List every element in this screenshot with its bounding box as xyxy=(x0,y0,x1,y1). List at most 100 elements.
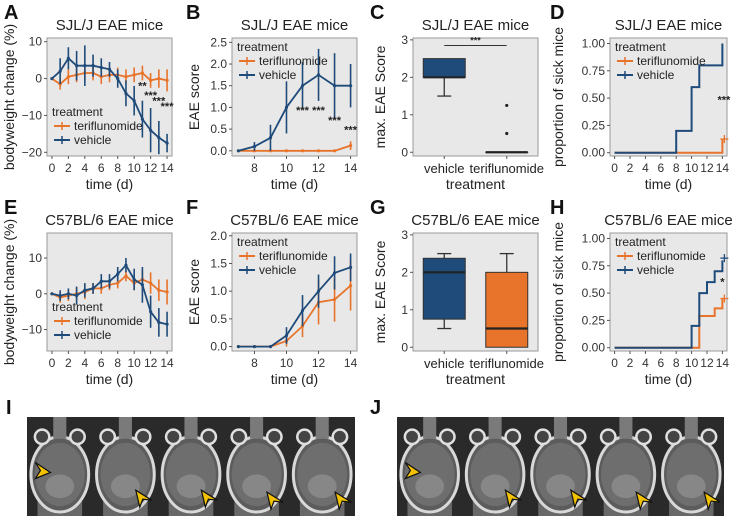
data-point-vehicle xyxy=(165,141,169,145)
series-line-teriflunomide xyxy=(238,144,351,152)
chart-panel-g: C57BL/6 EAE mice treatment max. EAE Score 0… xyxy=(365,195,545,390)
y-tick-label: 0 xyxy=(401,145,408,159)
data-point-teriflunomide xyxy=(348,284,353,288)
x-axis-label-d: time (d) xyxy=(645,176,692,192)
y-tick-label: 3 xyxy=(401,33,408,47)
legend-label-vehicle: vehicle xyxy=(259,263,297,277)
data-point-vehicle xyxy=(91,286,95,291)
legend-title: treatment xyxy=(52,300,103,314)
mri-slice xyxy=(226,417,287,516)
lesion-arrowhead-icon xyxy=(334,490,352,512)
x-tick-label: 2 xyxy=(627,161,634,175)
x-tick-label: 4 xyxy=(642,356,649,370)
mri-eye xyxy=(99,428,117,446)
y-tick-label: 0.50 xyxy=(582,286,606,300)
data-point-vehicle xyxy=(316,73,321,77)
panel-label-h: H xyxy=(550,197,565,219)
data-point-vehicle xyxy=(140,283,144,287)
significance-marker: *** xyxy=(296,105,310,117)
chart-g-svg: C57BL/6 EAE mice treatment max. EAE Score 0… xyxy=(372,212,544,387)
mri-eye xyxy=(534,428,552,446)
mri-eye xyxy=(438,428,456,446)
x-tick-label: teriflunomide xyxy=(470,161,544,176)
mri-nasal xyxy=(118,417,132,439)
y-axis-label-e: bodyweight change (%) xyxy=(1,219,17,365)
y-tick-label: 2 xyxy=(401,265,408,279)
x-tick-label: 12 xyxy=(312,161,326,175)
data-point-vehicle xyxy=(58,293,62,298)
legend-title: treatment xyxy=(52,105,103,119)
x-tick-label: 4 xyxy=(81,161,88,175)
x-axis-label-e: time (d) xyxy=(86,371,133,387)
data-point-vehicle xyxy=(116,76,120,81)
data-point-vehicle xyxy=(149,310,153,314)
y-tick-label: 0.0 xyxy=(210,144,227,158)
y-tick-label: 10 xyxy=(29,35,43,49)
box-vehicle xyxy=(422,257,466,320)
x-tick-label: 12 xyxy=(144,161,158,175)
chart-title-e: C57BL/6 EAE mice xyxy=(45,212,173,229)
x-tick-label: 10 xyxy=(127,161,141,175)
y-tick-label: 2.0 xyxy=(210,229,227,243)
mri-cerebellum xyxy=(480,474,510,499)
legend-label-teriflunomide: teriflunomide xyxy=(637,54,706,68)
legend-title: treatment xyxy=(237,235,288,249)
data-point-vehicle xyxy=(75,64,79,68)
x-tick-label: 10 xyxy=(685,161,699,175)
panel-label-c: C xyxy=(370,2,385,24)
legend-title: treatment xyxy=(615,235,666,249)
mri-eye xyxy=(134,428,152,446)
data-point-vehicle xyxy=(236,344,241,349)
data-point-vehicle xyxy=(50,76,54,81)
chart-panel-a: SJL/J EAE mice time (d) bodyweight change … xyxy=(0,0,185,195)
lesion-arrowhead-icon xyxy=(504,488,522,510)
y-tick-label: 1.00 xyxy=(582,231,606,245)
mri-eye xyxy=(265,428,283,446)
mri-slice xyxy=(160,417,222,516)
legend-label-vehicle: vehicle xyxy=(74,133,112,147)
mri-eye xyxy=(665,428,683,446)
legend-label-vehicle: vehicle xyxy=(637,68,675,82)
panel-label-d: D xyxy=(550,2,565,24)
mri-slice xyxy=(595,417,657,516)
x-axis-label-f: time (d) xyxy=(271,371,318,387)
x-tick-label: 14 xyxy=(160,356,174,370)
x-tick-label: 8 xyxy=(673,356,680,370)
y-tick-label: 0.0 xyxy=(210,340,227,354)
x-tick-label: 12 xyxy=(700,161,714,175)
panel-label-g: G xyxy=(370,197,386,219)
y-tick-label: 0.00 xyxy=(582,341,606,355)
significance-marker: *** xyxy=(717,95,731,107)
x-tick-label: 14 xyxy=(716,356,730,370)
y-axis-label-b: EAE score xyxy=(186,64,202,130)
y-tick-label: 0 xyxy=(401,340,408,354)
data-point-teriflunomide xyxy=(149,281,153,285)
data-point-teriflunomide xyxy=(284,149,289,153)
x-tick-label: 8 xyxy=(114,356,121,370)
mri-nasal xyxy=(488,417,502,439)
data-point-vehicle xyxy=(157,135,161,140)
x-tick-label: 14 xyxy=(160,161,174,175)
significance-marker: *** xyxy=(328,115,342,127)
y-tick-label: 0 xyxy=(35,287,42,301)
outlier-point-teriflunomide xyxy=(505,103,509,108)
step-line-vehicle xyxy=(614,260,724,349)
mri-strip-j xyxy=(397,417,724,516)
mri-cerebellum xyxy=(676,474,706,499)
x-tick-label: 6 xyxy=(98,161,105,175)
mri-eye xyxy=(331,428,349,446)
legend-label-teriflunomide: teriflunomide xyxy=(74,314,143,328)
y-axis-label-g: max. EAE Score xyxy=(372,240,388,343)
chart-title-a: SJL/J EAE mice xyxy=(56,17,164,34)
chart-c-svg: SJL/J EAE mice treatment max. EAE Score 0 1 2… xyxy=(372,17,544,192)
y-tick-label: 0.25 xyxy=(582,313,606,327)
x-tick-label: 4 xyxy=(81,356,88,370)
mri-slice xyxy=(29,417,91,516)
x-tick-label: 2 xyxy=(627,356,634,370)
y-tick-label: 1.5 xyxy=(210,79,227,93)
chart-f-svg: C57BL/6 EAE mice time (d) EAE score 0.0 0.5 1… xyxy=(186,212,359,387)
significance-marker: ** xyxy=(138,81,147,93)
lesion-arrowhead-icon xyxy=(33,461,52,480)
chart-panel-d: SJL/J EAE mice time (d) proportion of sick… xyxy=(545,0,732,195)
data-point-vehicle xyxy=(316,289,321,293)
